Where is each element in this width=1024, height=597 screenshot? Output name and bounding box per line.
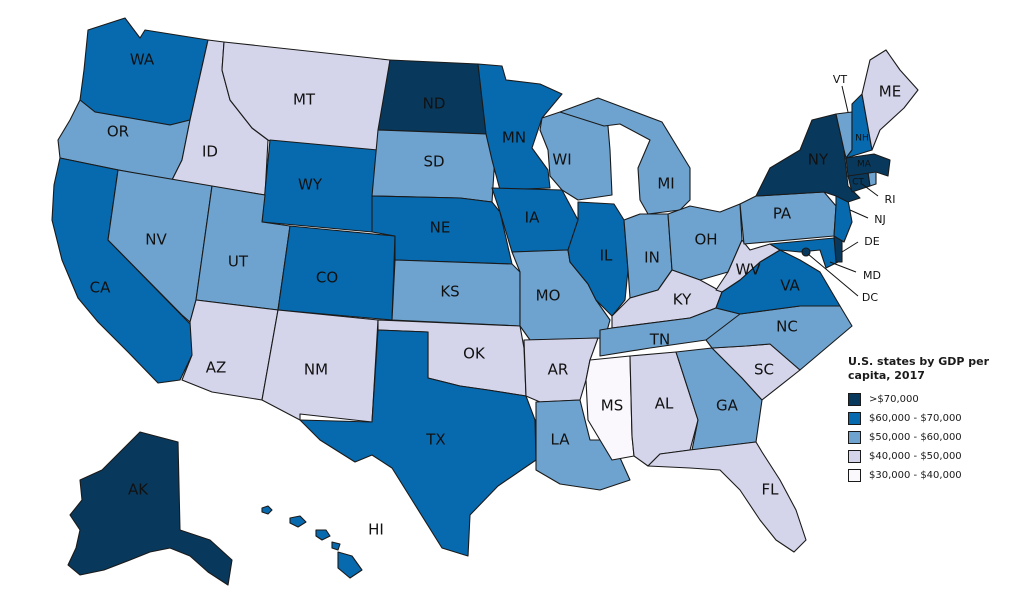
state-fl[interactable] xyxy=(647,441,807,553)
map-legend: U.S. states by GDP per capita, 2017 >$70… xyxy=(848,355,1018,486)
state-ri[interactable] xyxy=(867,171,877,187)
label-id: ID xyxy=(202,143,218,161)
legend-swatch xyxy=(848,412,861,425)
label-nh: NH xyxy=(855,134,869,144)
state-ar[interactable] xyxy=(523,337,599,403)
label-nc: NC xyxy=(776,318,798,336)
label-al: AL xyxy=(655,395,674,413)
label-ia: IA xyxy=(525,209,540,227)
state-ma[interactable] xyxy=(845,153,891,177)
label-de: DE xyxy=(864,235,879,248)
state-mn[interactable] xyxy=(477,63,563,191)
label-wy: WY xyxy=(298,176,323,194)
label-ny: NY xyxy=(808,151,829,169)
state-nj[interactable] xyxy=(833,195,853,243)
legend-label: >$70,000 xyxy=(869,394,919,405)
state-wv[interactable] xyxy=(715,239,781,293)
label-md: MD xyxy=(863,269,881,282)
state-ak[interactable] xyxy=(67,431,233,586)
label-la: LA xyxy=(551,431,571,449)
label-mn: MN xyxy=(502,129,526,147)
label-ri: RI xyxy=(885,193,896,206)
label-ok: OK xyxy=(463,345,486,363)
label-ks: KS xyxy=(440,283,459,301)
legend-swatch xyxy=(848,469,861,482)
state-az[interactable] xyxy=(181,299,279,401)
label-oh: OH xyxy=(694,231,717,249)
legend-item-50k-60k: $50,000 - $60,000 xyxy=(848,429,1018,446)
label-ca: CA xyxy=(90,279,111,297)
state-la[interactable] xyxy=(535,399,631,491)
legend-label: $60,000 - $70,000 xyxy=(869,413,962,424)
label-ms: MS xyxy=(601,397,623,415)
label-sc: SC xyxy=(754,361,774,379)
state-tx[interactable] xyxy=(299,329,537,557)
label-mo: MO xyxy=(536,287,561,305)
legend-swatch xyxy=(848,450,861,463)
label-wi: WI xyxy=(552,151,571,169)
label-tx: TX xyxy=(425,431,445,449)
label-dc: DC xyxy=(862,291,878,304)
label-hi: HI xyxy=(368,521,384,539)
legend-item-40k-50k: $40,000 - $50,000 xyxy=(848,448,1018,465)
legend-title: U.S. states by GDP per capita, 2017 xyxy=(848,355,990,382)
label-il: IL xyxy=(600,247,613,265)
state-il[interactable] xyxy=(567,201,629,317)
label-az: AZ xyxy=(206,359,227,377)
label-leader-lines xyxy=(807,85,879,297)
label-or: OR xyxy=(107,123,129,141)
state-ny[interactable] xyxy=(755,113,861,203)
label-ct: CT xyxy=(852,178,864,188)
legend-item-over-70k: >$70,000 xyxy=(848,391,1018,408)
legend-swatch xyxy=(848,431,861,444)
label-ut: UT xyxy=(228,253,249,271)
label-mi: MI xyxy=(657,175,674,193)
legend-swatch xyxy=(848,393,861,406)
legend-item-30k-40k: $30,000 - $40,000 xyxy=(848,467,1018,484)
state-hi[interactable] xyxy=(261,505,363,579)
label-nj: NJ xyxy=(874,213,885,226)
label-ak: AK xyxy=(128,481,149,499)
label-co: CO xyxy=(316,269,338,287)
label-fl: FL xyxy=(762,481,780,499)
label-nm: NM xyxy=(304,361,328,379)
legend-label: $40,000 - $50,000 xyxy=(869,451,962,462)
label-in: IN xyxy=(644,249,660,267)
state-wa[interactable] xyxy=(79,17,209,126)
label-pa: PA xyxy=(773,205,792,223)
state-nh[interactable] xyxy=(845,93,873,159)
state-mi[interactable] xyxy=(559,97,691,215)
label-ar: AR xyxy=(548,361,569,379)
label-vt: VT xyxy=(833,73,848,86)
label-nd: ND xyxy=(423,95,446,113)
label-ne: NE xyxy=(430,219,451,237)
label-tn: TN xyxy=(649,331,670,349)
legend-label: $30,000 - $40,000 xyxy=(869,470,962,481)
label-va: VA xyxy=(780,277,800,295)
state-me[interactable] xyxy=(861,49,919,151)
label-mt: MT xyxy=(293,91,316,109)
label-wv: WV xyxy=(735,261,761,279)
label-me: ME xyxy=(879,83,901,101)
label-ga: GA xyxy=(716,397,739,415)
label-ky: KY xyxy=(673,291,692,309)
label-wa: WA xyxy=(130,51,155,69)
legend-item-60k-70k: $60,000 - $70,000 xyxy=(848,410,1018,427)
label-nv: NV xyxy=(145,231,167,249)
label-ma: MA xyxy=(857,160,872,170)
legend-label: $50,000 - $60,000 xyxy=(869,432,962,443)
label-sd: SD xyxy=(423,153,444,171)
